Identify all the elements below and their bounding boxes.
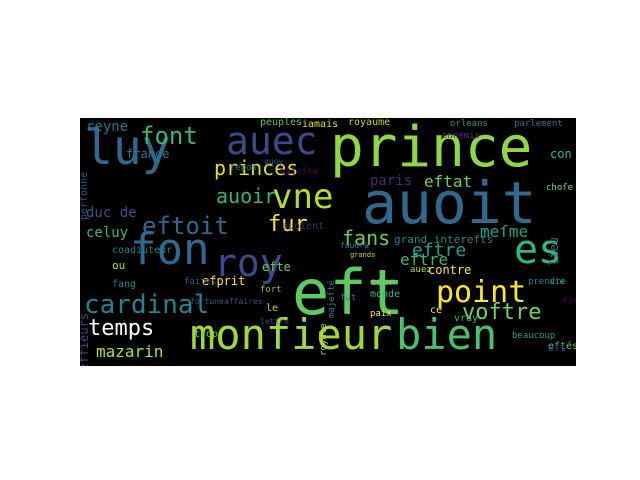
cloud-word: vray: [454, 313, 479, 324]
cloud-word: faites: [184, 277, 217, 287]
cloud-word: fang: [112, 279, 137, 290]
cloud-word: prendre: [528, 277, 566, 287]
cloud-word: celuy: [86, 225, 129, 241]
cloud-word: fut: [340, 293, 357, 303]
cloud-word: princes: [214, 156, 299, 180]
cloud-word: meſme: [480, 222, 529, 241]
cloud-word: grand interefts: [394, 233, 494, 246]
cloud-word: ennemis: [442, 131, 480, 141]
cloud-word: ce: [430, 305, 443, 316]
cloud-word: perfonne: [80, 171, 90, 220]
cloud-word: auoit: [362, 169, 537, 237]
cloud-word: duc de: [86, 205, 137, 221]
cloud-word: parlement: [514, 119, 563, 129]
cloud-word: cour: [370, 277, 395, 288]
cloud-word: fort: [260, 285, 282, 295]
cloud-word: contre: [428, 263, 472, 277]
cloud-word: efte: [262, 260, 291, 274]
cloud-word: con: [550, 147, 572, 161]
cloud-word: ou: [112, 259, 126, 272]
word-cloud: eft prince auoit luy monfieur bien roy fon auec v…: [80, 118, 576, 366]
cloud-word: es: [514, 227, 563, 273]
cloud-word: bien: [396, 310, 498, 359]
cloud-word: temps: [88, 316, 155, 341]
cloud-word: fortune: [190, 297, 224, 306]
cloud-word: monfieur: [190, 310, 393, 359]
cloud-word: eftre: [412, 240, 467, 261]
cloud-word: fur: [268, 212, 308, 237]
cloud-word: reyne: [86, 119, 129, 135]
cloud-word: majefte: [280, 167, 318, 177]
cloud-word: royale: [319, 323, 329, 356]
cloud-word: vne: [272, 177, 334, 217]
cloud-word: eft: [548, 343, 567, 354]
cloud-word: royaume: [348, 118, 391, 128]
cloud-word: point: [436, 275, 527, 310]
cloud-word: peuples: [260, 118, 303, 128]
cloud-word: quoy: [264, 157, 284, 166]
cloud-word: majeſté: [327, 280, 337, 318]
cloud-word: eftés: [548, 341, 576, 352]
cloud-word: france: [126, 147, 170, 161]
cloud-word: auoient: [282, 221, 325, 232]
cloud-word: fans: [342, 226, 391, 250]
cloud-word: voftre: [462, 300, 542, 325]
cloud-word: beaucoup: [512, 331, 556, 341]
cloud-word: eftoit: [142, 212, 229, 240]
cloud-word: eftat: [424, 172, 473, 191]
cloud-word: repos: [230, 163, 258, 173]
cloud-word: cardinal: [84, 290, 210, 320]
cloud-word: mazarin: [96, 342, 164, 361]
cloud-word: auoir: [216, 184, 277, 208]
cloud-word: vie: [550, 277, 565, 286]
cloud-word: paris: [370, 173, 413, 189]
cloud-word: meffieurs: [80, 312, 91, 366]
cloud-word: lieu: [547, 237, 561, 266]
cloud-word: grands: [350, 251, 376, 259]
cloud-word: prince: [330, 118, 533, 180]
cloud-word: efprit: [202, 274, 246, 288]
cloud-word: orleans: [450, 119, 488, 129]
cloud-word: rien: [562, 295, 576, 306]
cloud-word: eftre: [400, 250, 449, 269]
cloud-word: paix: [370, 309, 392, 319]
cloud-word: eft: [292, 256, 404, 329]
cloud-word: choſe: [546, 183, 574, 193]
cloud-word: faudra: [340, 241, 369, 250]
cloud-word: auec: [226, 119, 318, 163]
cloud-word: trop: [194, 329, 219, 340]
cloud-word: luy: [84, 120, 171, 176]
cloud-word: le: [266, 303, 279, 314]
cloud-word: fon: [130, 224, 210, 275]
cloud-word: roy: [214, 241, 283, 285]
cloud-word: font: [140, 122, 198, 150]
cloud-word: monde: [370, 289, 401, 300]
cloud-word: lettre: [260, 317, 289, 326]
cloud-word: coadiuteur: [112, 245, 173, 256]
cloud-word: auez: [410, 265, 432, 275]
cloud-word: iamais: [302, 119, 339, 130]
cloud-word: affaires: [224, 297, 263, 306]
